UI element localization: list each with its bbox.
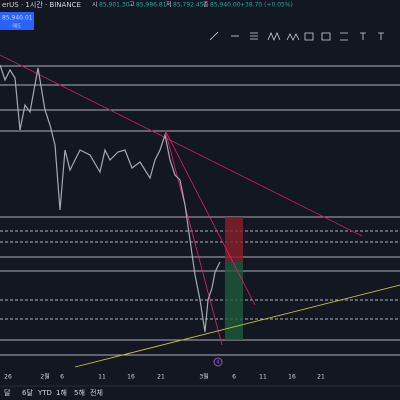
side: 매도: [12, 23, 22, 30]
price-line: [0, 64, 221, 333]
price-box: [0, 12, 34, 30]
x-tick-label: 3월: [199, 373, 208, 381]
ohlc-label: 고: [129, 2, 135, 9]
x-tick-label: 21: [157, 374, 165, 381]
x-tick-label: 6: [232, 374, 236, 381]
range-button[interactable]: 전체: [90, 388, 103, 397]
change: +38.70 (+0.05%): [240, 2, 293, 9]
support-line: [74, 284, 400, 368]
range-button[interactable]: 6달: [22, 389, 33, 397]
ohlc-label: 시: [92, 2, 98, 9]
symbol: erUS · 1시간 · BINANCE: [2, 0, 81, 9]
position-profit: [225, 262, 243, 340]
x-tick-label: 21: [317, 374, 325, 381]
position-loss: [225, 217, 243, 262]
x-tick-label: 16: [288, 374, 296, 381]
marker-ring: [213, 357, 223, 367]
ohlc-label: 저: [166, 1, 172, 9]
x-tick-label: 6: [60, 374, 64, 381]
x-tick-label: 26: [4, 374, 12, 381]
ohlc-value: 85,940.00: [210, 2, 241, 9]
level-lines: [0, 65, 400, 356]
toolbar: [209, 31, 384, 42]
price: 85,940.01: [2, 15, 33, 22]
x-tick-label: 2월: [40, 373, 49, 381]
marker: 4: [216, 360, 219, 366]
ohlc-value: 85,986.81: [136, 2, 167, 9]
x-tick-label: 11: [98, 374, 106, 381]
trend-line: [0, 54, 363, 237]
range-button[interactable]: 1해: [56, 388, 67, 397]
trend-line: [164, 129, 223, 346]
x-tick-label: 11: [259, 374, 267, 381]
ohlc-label: 종: [203, 2, 209, 9]
range-button[interactable]: YTD: [37, 389, 52, 397]
x-tick-label: 16: [127, 374, 135, 381]
ohlc-value: 85,792.45: [173, 2, 204, 9]
range-button[interactable]: 5해: [74, 388, 85, 397]
range-button[interactable]: 달: [4, 389, 11, 397]
ohlc-value: 85,901.30: [99, 2, 130, 9]
trend-line: [164, 129, 256, 306]
